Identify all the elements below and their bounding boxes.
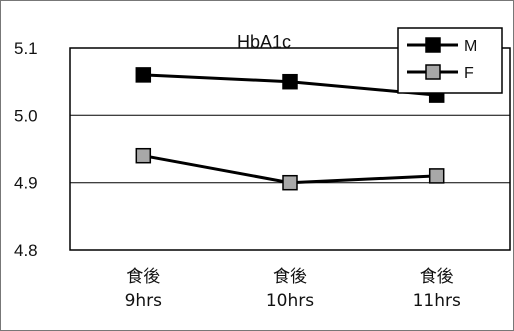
legend: MF [397,27,503,94]
legend-box [397,27,503,94]
x-tick-label-2-0: 食後 [420,267,454,287]
legend-label-F: F [464,65,474,82]
x-tick-label-1-0: 食後 [273,267,307,287]
y-tick-label-2: 4.9 [14,174,38,193]
legend-marker-F [425,64,441,80]
x-tick-label-2-1: 11hrs [413,291,461,311]
x-tick-label-1-1: 10hrs [266,291,314,311]
series-marker-F-0 [135,147,152,164]
series-marker-F-1 [282,174,298,191]
legend-label-M: M [464,38,477,55]
y-tick-labels: 5.1 5.0 4.9 4.8 [14,39,38,260]
y-tick-label-3: 4.8 [14,241,38,260]
x-tick-label-0-1: 9hrs [125,291,163,311]
y-tick-label-0: 5.1 [14,39,38,58]
chart-title: HbA1c [237,32,291,52]
y-tick-label-1: 5.0 [14,106,38,125]
x-tick-labels: 食後 9hrs 食後 10hrs 食後 11hrs [125,267,461,311]
series-marker-M-1 [282,73,298,90]
legend-items: MF [407,37,477,82]
legend-marker-M [425,37,441,53]
x-tick-label-0-0: 食後 [126,267,160,287]
series-marker-F-2 [428,168,445,184]
series-marker-M-0 [135,67,152,83]
series-layer [135,67,445,191]
